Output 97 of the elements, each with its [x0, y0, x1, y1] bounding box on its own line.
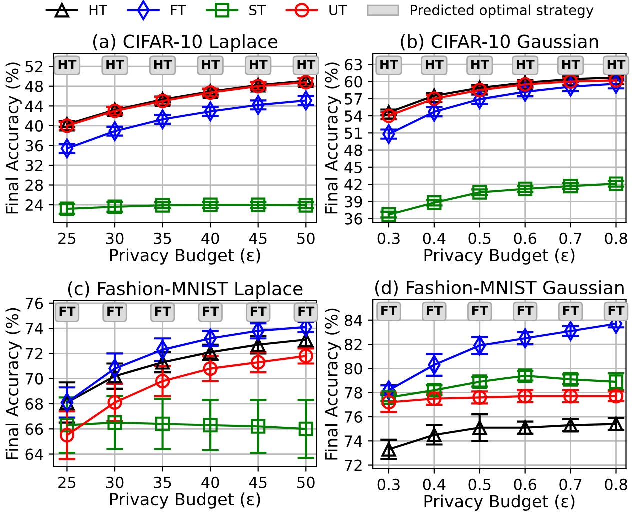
annotation: FT — [155, 306, 172, 316]
y-tick-label: 36 — [26, 140, 44, 152]
x-tick-label: 0.4 — [423, 232, 446, 244]
y-tick-label: 24 — [26, 199, 44, 211]
y-tick-label: 63 — [344, 59, 362, 71]
annotation: HT — [154, 60, 172, 70]
annotation: HT — [250, 60, 268, 70]
x-tick-label: 0.7 — [560, 478, 582, 490]
annotation: HT — [516, 60, 535, 70]
y-tick-label: 78 — [345, 387, 362, 399]
x-tick-label: 40 — [202, 476, 220, 488]
legend-label: FT — [171, 5, 186, 16]
y-tick-label: 32 — [26, 160, 43, 172]
y-tick-label: 80 — [344, 363, 362, 375]
x-axis-title: Privacy Budget (ε) — [110, 248, 260, 265]
y-axis-title: Final Accuracy (%) — [324, 308, 342, 460]
annotation: FT — [608, 306, 625, 316]
annotation: FT — [563, 306, 580, 316]
x-tick-label: 50 — [298, 476, 315, 488]
annotation: HT — [608, 60, 626, 70]
y-tick-label: 76 — [26, 298, 44, 310]
y-tick-label: 57 — [345, 94, 362, 105]
x-tick-label: 0.6 — [514, 478, 537, 490]
annotation: HT — [298, 60, 316, 70]
y-tick-label: 76 — [345, 411, 362, 424]
annotation: HT — [426, 60, 444, 70]
annotation: HT — [562, 60, 580, 70]
chart-title: (b) CIFAR-10 Gaussian — [401, 34, 598, 51]
x-tick-label: 25 — [58, 476, 76, 488]
annotation: FT — [382, 306, 398, 316]
y-tick-label: 28 — [26, 180, 44, 192]
y-tick-label: 48 — [25, 80, 44, 92]
y-tick-label: 52 — [26, 61, 43, 73]
y-tick-label: 64 — [26, 448, 44, 460]
y-tick-label: 40 — [25, 120, 44, 132]
x-axis-title: Privacy Budget (ε) — [110, 492, 260, 509]
y-axis-title: Final Accuracy (%) — [6, 62, 22, 214]
x-tick-label: 50 — [298, 232, 315, 244]
annotation: HT — [58, 60, 77, 70]
x-tick-label: 0.7 — [560, 232, 582, 244]
y-tick-label: 72 — [345, 460, 362, 472]
x-tick-label: 0.3 — [378, 232, 400, 244]
annotation: HT — [202, 60, 220, 70]
x-tick-label: 40 — [202, 232, 220, 244]
x-tick-label: 45 — [249, 477, 267, 488]
annotation: FT — [518, 306, 534, 316]
y-tick-label: 48 — [344, 144, 362, 156]
x-tick-label: 0.5 — [468, 232, 491, 244]
x-tick-label: 0.4 — [423, 478, 446, 490]
y-tick-label: 42 — [344, 179, 362, 190]
text: Predicted optimal strategy — [411, 4, 594, 18]
x-tick-label: 30 — [106, 232, 124, 244]
annotation: HT — [472, 60, 490, 70]
chart-title: (a) CIFAR-10 Laplace — [93, 34, 278, 52]
y-tick-label: 74 — [26, 323, 44, 334]
x-tick-label: 0.5 — [468, 478, 491, 490]
annotation: FT — [427, 306, 443, 316]
x-axis-title: Privacy Budget (ε) — [424, 494, 575, 511]
x-tick-label: 30 — [106, 476, 124, 488]
y-tick-label: 74 — [345, 436, 362, 447]
x-tick-label: 0.8 — [605, 478, 628, 490]
y-tick-label: 84 — [344, 314, 362, 326]
x-tick-label: 35 — [154, 232, 172, 244]
y-tick-label: 60 — [344, 76, 362, 88]
annotation: FT — [203, 306, 220, 316]
y-tick-label: 36 — [345, 213, 362, 225]
legend-label: UT — [330, 5, 348, 16]
x-tick-label: 45 — [249, 233, 267, 244]
y-tick-label: 68 — [26, 398, 44, 410]
x-tick-label: 25 — [58, 232, 76, 244]
y-axis-title: Final Accuracy (%) — [6, 308, 22, 460]
annotation: FT — [298, 306, 315, 316]
annotation: FT — [108, 306, 124, 316]
y-tick-label: 82 — [344, 339, 362, 351]
x-tick-label: 35 — [154, 476, 172, 488]
y-tick-label: 72 — [26, 348, 43, 360]
y-tick-label: 44 — [25, 100, 44, 112]
x-tick-label: 0.6 — [514, 232, 537, 244]
y-tick-label: 39 — [345, 196, 362, 208]
x-tick-label: 0.3 — [378, 478, 400, 490]
x-axis-title: Privacy Budget (ε) — [424, 248, 575, 265]
y-tick-label: 66 — [26, 424, 44, 436]
annotation: FT — [472, 306, 488, 316]
chart-title: (c) Fashion-MNIST Laplace — [68, 282, 303, 300]
legend-label: HT — [90, 5, 108, 16]
y-axis-title: Final Accuracy (%) — [324, 62, 342, 214]
annotation: FT — [250, 306, 267, 316]
chart-title: (d) Fashion-MNIST Gaussian — [375, 280, 624, 297]
y-tick-label: 51 — [345, 128, 362, 140]
y-tick-label: 70 — [26, 373, 44, 385]
y-tick-label: 45 — [344, 162, 362, 174]
legend-label: ST — [250, 4, 266, 16]
x-tick-label: 0.8 — [605, 232, 628, 244]
annotation: FT — [60, 306, 76, 316]
annotation: HT — [380, 60, 398, 70]
y-tick-label: 54 — [345, 110, 362, 122]
annotation: HT — [106, 60, 124, 70]
